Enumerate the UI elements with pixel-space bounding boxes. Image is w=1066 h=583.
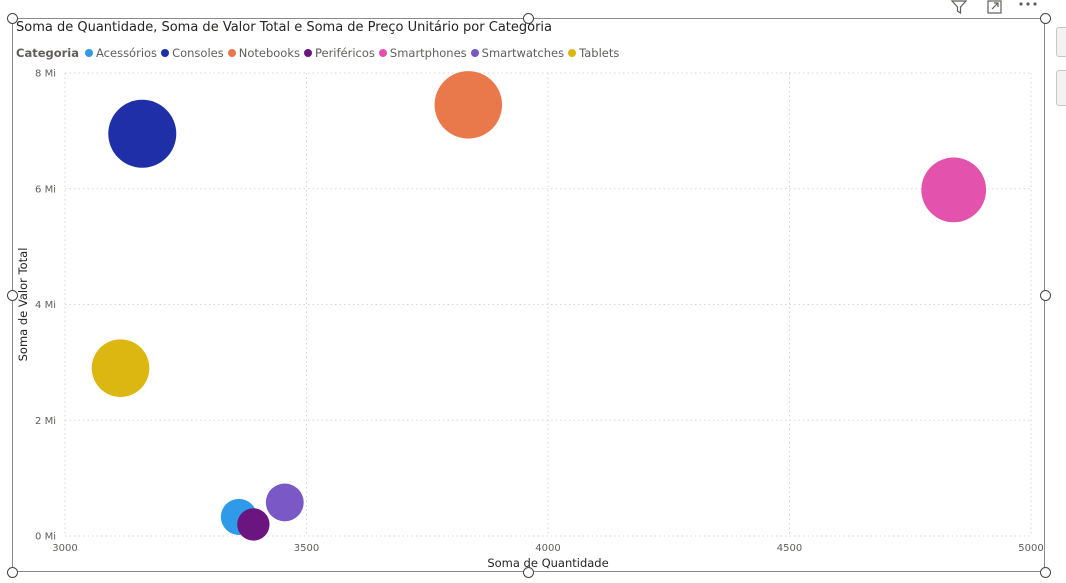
bubble-smartwatches[interactable] [265,483,304,522]
bubble-consoles[interactable] [108,99,177,168]
visual-header-icons [950,0,968,14]
bubble-tablets[interactable] [91,339,150,397]
x-axis-title: Soma de Quantidade [487,556,608,570]
legend-item[interactable]: Notebooks [227,46,300,60]
y-tick-label: 2 Mi [35,416,56,427]
legend-marker [85,49,94,57]
legend-marker [161,49,170,57]
focus-mode-wrapper [986,0,1004,14]
resize-handle-top-left[interactable] [7,13,18,24]
resize-handle-bottom-left[interactable] [7,567,18,578]
chart-title: Soma de Quantidade, Soma de Valor Total … [16,20,553,35]
resize-handle-middle-left[interactable] [7,290,18,301]
legend-item[interactable]: Periféricos [303,46,375,60]
bubble-smartphones[interactable] [921,157,987,223]
resize-handle-top-center[interactable] [523,13,534,24]
legend-item[interactable]: Tablets [568,46,619,60]
legend-label: Smartphones [389,46,467,60]
legend-marker [568,49,577,57]
legend-title: Categoria [16,46,80,60]
legend-label: Tablets [579,46,620,60]
more-options-wrapper [1018,0,1040,10]
legend-label: Notebooks [238,46,300,60]
x-tick-label: 5000 [1018,543,1043,554]
x-tick-label: 4500 [777,543,802,554]
side-pane-collapse-tab[interactable] [1056,70,1066,106]
legend-label: Acessórios [96,46,158,60]
legend-label: Consoles [172,46,224,60]
legend-marker [378,49,387,57]
bubble-periféricos[interactable] [237,508,270,541]
legend-item[interactable]: Smartwatches [470,46,565,60]
resize-handle-middle-right[interactable] [1040,290,1051,301]
y-tick-label: 0 Mi [35,532,56,543]
y-axis-title: Soma de Valor Total [16,248,30,362]
x-tick-label: 3500 [294,543,319,554]
filter-icon[interactable] [950,0,968,14]
resize-handle-bottom-right[interactable] [1040,567,1051,578]
y-tick-label: 4 Mi [35,300,56,311]
legend-item[interactable]: Acessórios [85,46,157,60]
legend-marker [227,49,236,57]
legend-item[interactable]: Consoles [161,46,224,60]
side-pane-tab[interactable] [1056,27,1066,57]
legend-marker [303,49,312,57]
chart-legend: Categoria Acessórios Consoles Notebooks Per… [16,46,623,60]
x-tick-label: 4000 [535,543,560,554]
resize-handle-bottom-center[interactable] [523,567,534,578]
legend-items: Acessórios Consoles Notebooks Periféricos Sm… [85,46,623,60]
y-tick-label: 8 Mi [35,69,56,80]
legend-marker [470,49,479,57]
x-tick-label: 3000 [52,543,77,554]
focus-mode-icon[interactable] [986,0,1004,14]
legend-label: Periféricos [314,46,375,60]
more-options-icon[interactable] [1018,0,1040,10]
bubble-notebooks[interactable] [434,71,503,139]
legend-label: Smartwatches [481,46,565,60]
y-tick-label: 6 Mi [35,184,56,195]
resize-handle-top-right[interactable] [1040,13,1051,24]
legend-item[interactable]: Smartphones [378,46,467,60]
